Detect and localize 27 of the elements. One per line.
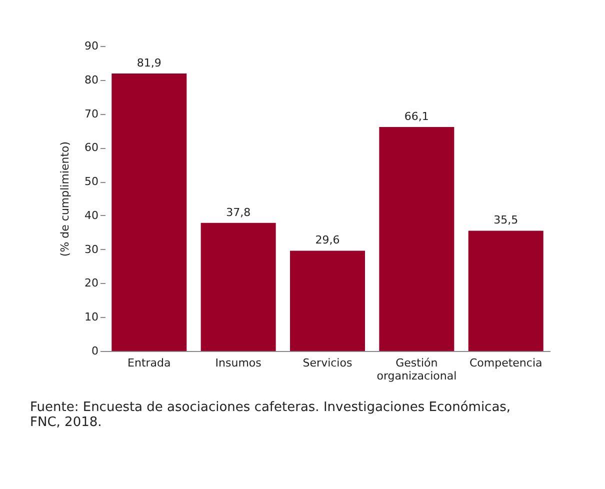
bar bbox=[290, 250, 365, 351]
y-tick-label: 80 bbox=[84, 73, 98, 86]
x-tick-label: Servicios bbox=[302, 356, 352, 370]
bar bbox=[112, 73, 187, 351]
data-label: 35,5 bbox=[494, 214, 518, 227]
x-tick-label: Insumos bbox=[215, 356, 262, 370]
y-tick-label: 0 bbox=[92, 344, 98, 358]
y-axis-title: (% de cumplimiento) bbox=[58, 141, 72, 257]
x-tick-label: Entrada bbox=[128, 356, 171, 370]
y-tick-label: 50 bbox=[84, 175, 98, 188]
data-label: 37,8 bbox=[226, 206, 251, 219]
bar bbox=[200, 222, 276, 351]
source-note: Fuente: Encuesta de asociaciones cafeteras. Investigaciones Económicas, FNC, 2018. bbox=[30, 400, 511, 430]
y-tick-label: 60 bbox=[84, 141, 98, 154]
data-label: 66,1 bbox=[404, 110, 429, 123]
y-tick-label: 10 bbox=[84, 310, 98, 324]
data-label: 29,6 bbox=[315, 234, 340, 247]
y-tick-label: 70 bbox=[84, 107, 98, 120]
y-tick-label: 20 bbox=[84, 276, 98, 290]
y-tick-label: 90 bbox=[84, 40, 98, 52]
x-tick-label: Competencia bbox=[469, 356, 542, 370]
y-tick-label: 40 bbox=[84, 208, 98, 222]
y-tick-label: 30 bbox=[84, 242, 98, 256]
data-label: 81,9 bbox=[136, 56, 162, 70]
bar bbox=[468, 230, 544, 351]
bar bbox=[379, 126, 454, 351]
x-tick-label: Gestión organizacional bbox=[376, 356, 457, 382]
